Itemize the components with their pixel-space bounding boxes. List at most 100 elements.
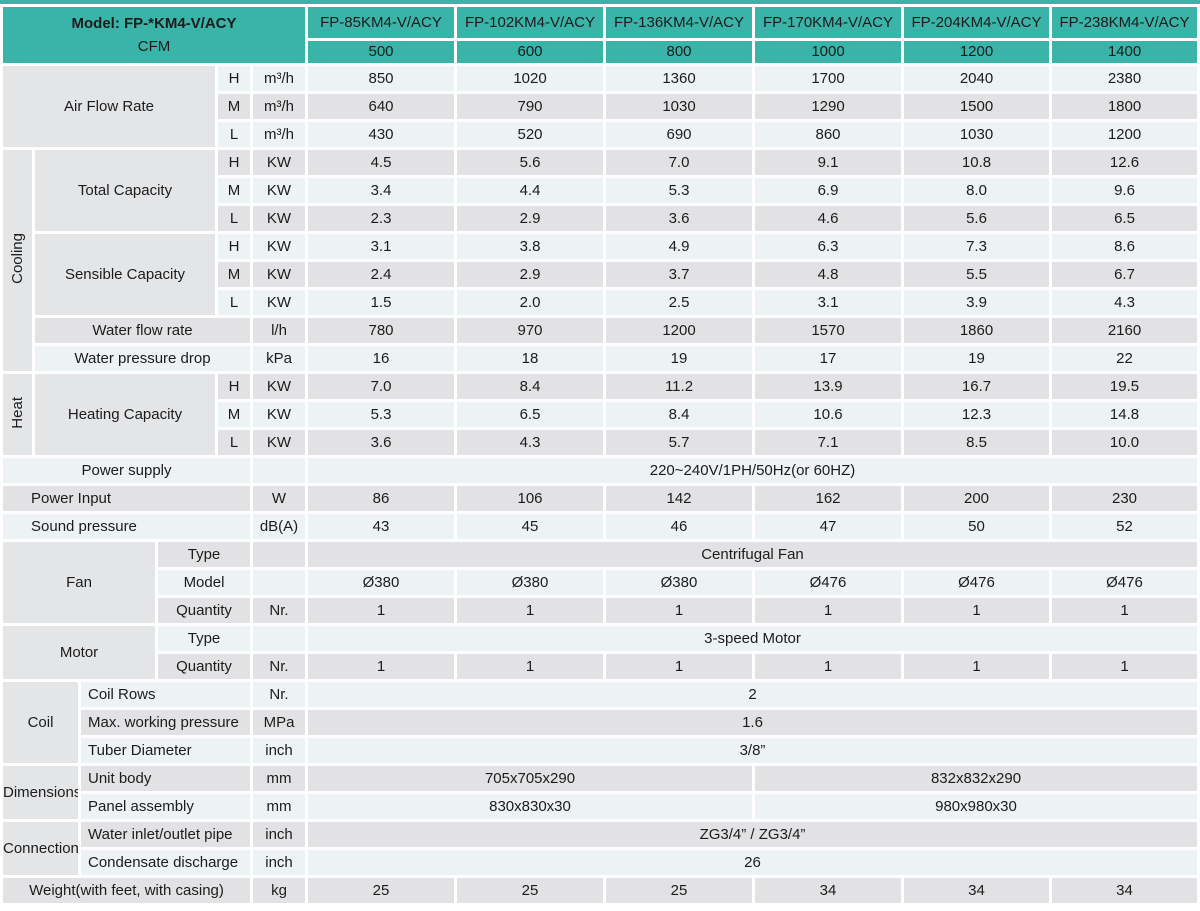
data-cell: 50 [904,514,1049,539]
speed-cell: H [218,374,250,399]
data-cell: 43 [308,514,454,539]
data-cell: Ø380 [457,570,603,595]
data-cell: 52 [1052,514,1197,539]
row-label-water-flow-rate: Water flow rate [35,318,250,343]
data-cell: 1200 [1052,122,1197,147]
cfm-value-cell: 1000 [755,41,901,63]
data-cell: 200 [904,486,1049,511]
model-column-header: FP-102KM4-V/ACY [457,7,603,38]
speed-cell: H [218,150,250,175]
unit-cell: KW [253,430,305,455]
data-cell: 430 [308,122,454,147]
speed-cell: L [218,430,250,455]
data-cell: 10.8 [904,150,1049,175]
data-cell: 4.6 [755,206,901,231]
speed-cell: H [218,234,250,259]
table-row: L KW 2.3 2.9 3.6 4.6 5.6 6.5 [3,206,1197,231]
header-row-cfm: 500 600 800 1000 1200 1400 [3,41,1197,63]
data-cell: 3.1 [755,290,901,315]
data-cell: 2040 [904,66,1049,91]
data-cell: 5.3 [308,402,454,427]
data-cell: 2160 [1052,318,1197,343]
table-row: Water flow rate l/h 780 970 1200 1570 18… [3,318,1197,343]
data-cell: 1 [755,598,901,623]
data-cell: 19 [606,346,752,371]
merged-value-cell: ZG3/4” / ZG3/4” [308,822,1197,847]
data-cell: 1800 [1052,94,1197,119]
model-column-header: FP-238KM4-V/ACY [1052,7,1197,38]
merged-value-cell: Centrifugal Fan [308,542,1197,567]
data-cell: 14.8 [1052,402,1197,427]
table-row: Heat Heating Capacity H KW 7.0 8.4 11.2 … [3,374,1197,455]
data-cell: 1 [606,654,752,679]
data-cell: 46 [606,514,752,539]
data-cell: 34 [1052,878,1197,903]
data-cell: 142 [606,486,752,511]
data-cell: 162 [755,486,901,511]
data-cell: 690 [606,122,752,147]
data-cell: 45 [457,514,603,539]
group-label-coil: Coil [3,682,78,763]
data-cell: 850 [308,66,454,91]
data-cell: 4.3 [457,430,603,455]
data-cell: 1030 [904,122,1049,147]
data-cell: 2380 [1052,66,1197,91]
data-cell: 5.6 [457,150,603,175]
unit-cell: Nr. [253,598,305,623]
table-row: Max. working pressure MPa 1.6 [3,710,1197,735]
data-cell: 8.4 [457,374,603,399]
table-row: Condensate discharge inch 26 [3,850,1197,875]
speed-cell: M [218,94,250,119]
unit-cell: m³/h [253,122,305,147]
table-row: M KW 5.3 6.5 8.4 10.6 12.3 14.8 [3,402,1197,427]
data-cell: 790 [457,94,603,119]
data-cell: 8.6 [1052,234,1197,259]
data-cell: Ø476 [755,570,901,595]
row-label-water-inlet-outlet-pipe: Water inlet/outlet pipe [81,822,250,847]
data-cell: Ø380 [308,570,454,595]
data-cell: 47 [755,514,901,539]
data-cell: 8.0 [904,178,1049,203]
row-label-fan-model: Model [158,570,250,595]
data-cell: 3.8 [457,234,603,259]
unit-cell-empty [253,570,305,595]
data-cell: 7.0 [606,150,752,175]
cfm-value-cell: 1400 [1052,41,1197,63]
data-cell: 2.5 [606,290,752,315]
table-row: L KW 1.5 2.0 2.5 3.1 3.9 4.3 [3,290,1197,315]
data-cell: 860 [755,122,901,147]
data-cell: 22 [1052,346,1197,371]
cfm-value-cell: 800 [606,41,752,63]
data-cell: 12.3 [904,402,1049,427]
data-cell: 16 [308,346,454,371]
row-label-motor-quantity: Quantity [158,654,250,679]
row-label-sensible-capacity: Sensible Capacity [35,234,215,315]
data-cell: 25 [457,878,603,903]
data-cell: 6.7 [1052,262,1197,287]
cfm-label: CFM [137,37,171,55]
data-cell: 1 [1052,654,1197,679]
unit-cell: l/h [253,318,305,343]
data-cell: 1700 [755,66,901,91]
data-cell: 1 [1052,598,1197,623]
row-label-power-input: Power Input [3,486,250,511]
row-label-power-supply: Power supply [3,458,250,483]
data-cell: 1 [904,654,1049,679]
table-row: M KW 3.4 4.4 5.3 6.9 8.0 9.6 [3,178,1197,203]
data-cell: 1.5 [308,290,454,315]
data-cell: Ø380 [606,570,752,595]
model-column-header: FP-204KM4-V/ACY [904,7,1049,38]
unit-cell: m³/h [253,66,305,91]
table-row: Power supply 220~240V/1PH/50Hz(or 60HZ) [3,458,1197,483]
data-cell: 11.2 [606,374,752,399]
row-label-heating-capacity: Heating Capacity [35,374,215,455]
data-cell: 10.6 [755,402,901,427]
group-label-motor: Motor [3,626,155,679]
table-row: Tuber Diameter inch 3/8” [3,738,1197,763]
data-cell: 6.3 [755,234,901,259]
data-cell: 2.4 [308,262,454,287]
group-label-dimensions: Dimensions [3,766,78,819]
table-row: M m³/h 640 790 1030 1290 1500 1800 [3,94,1197,119]
data-cell: 34 [755,878,901,903]
unit-cell: m³/h [253,94,305,119]
